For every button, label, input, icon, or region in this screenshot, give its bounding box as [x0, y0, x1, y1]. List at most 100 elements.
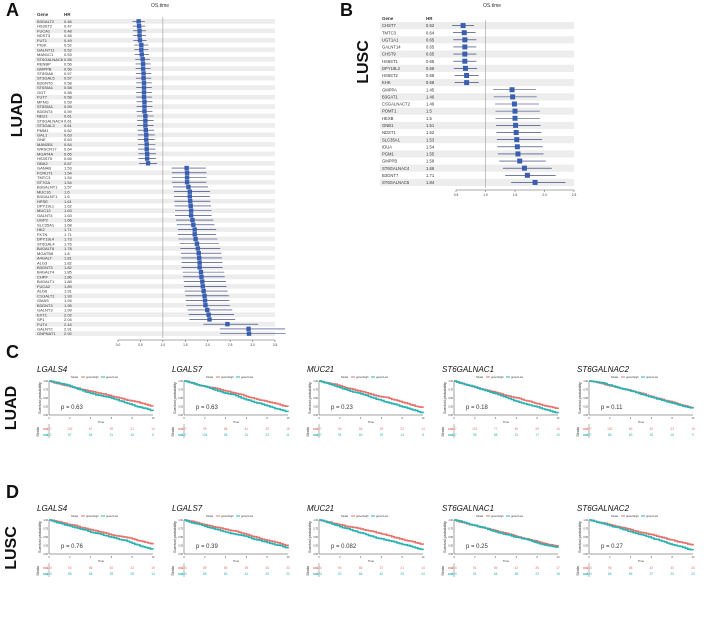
x-tick-label: 6: [246, 417, 248, 420]
hr-value: 1.8: [64, 251, 70, 256]
x-tick-label: 0: [318, 417, 320, 420]
y-tick-label: 0.75: [448, 528, 453, 531]
gene-label: MFNG: [37, 99, 49, 104]
risk-count-low: 39: [110, 572, 114, 576]
hr-point: [184, 180, 190, 185]
p-value: p = 0.76: [61, 544, 84, 550]
hr-point: [192, 232, 197, 237]
y-tick-label: 0.00: [43, 414, 48, 417]
hr-point: [194, 241, 200, 246]
gene-title: LGALS7: [172, 504, 203, 513]
risk-count-low: 22: [265, 433, 269, 437]
cohort-label-d: LUSC: [3, 526, 20, 570]
risk-count-low: 91: [338, 433, 342, 437]
row-band: [35, 104, 275, 109]
gene-label: ST6GAL4: [37, 241, 55, 246]
risk-count-high: 127: [316, 427, 322, 431]
hr-point: [514, 144, 520, 150]
risk-count-low: 20: [670, 572, 674, 576]
y-tick-label: 0.25: [178, 406, 183, 409]
hr-value: 1.6: [64, 189, 70, 194]
risk-count-low: 127: [46, 433, 52, 437]
hr-point: [136, 23, 142, 29]
x-tick-label: 2: [609, 556, 611, 559]
hr-value: 1.54: [426, 144, 435, 149]
hr-value: 0.58: [64, 95, 73, 100]
x-tick-label: 2: [609, 417, 611, 420]
row-band: [35, 208, 275, 213]
y-tick-label: 1.00: [583, 380, 588, 383]
x-axis-label: Time: [638, 420, 645, 424]
risk-count-high: 124: [586, 566, 592, 570]
risk-count-high: 101: [472, 427, 478, 431]
gene-label: CHST7: [382, 23, 396, 28]
km-curve-low: [184, 380, 289, 413]
hr-point: [462, 44, 468, 50]
gene-header: Gene: [37, 12, 49, 17]
gene-label: B3GNT4: [37, 109, 53, 114]
hr-point: [513, 130, 519, 136]
legend-high: gene=High: [356, 375, 369, 379]
x-tick-label: 0: [183, 556, 185, 559]
gene-title: LGALS7: [172, 365, 203, 374]
row-band: [35, 312, 275, 318]
risk-count-low: 31: [245, 433, 249, 437]
hr-value: 1.6: [64, 194, 70, 199]
p-value: p = 0.27: [601, 544, 624, 550]
x-tick-label: 10: [152, 556, 155, 559]
strata-label: Strata: [171, 566, 175, 576]
y-axis-label: Survival probability: [173, 382, 177, 414]
x-tick-label: 8: [402, 556, 404, 559]
risk-count-high: 40: [110, 566, 114, 570]
hr-point: [191, 222, 196, 228]
risk-count-high: 21: [400, 566, 404, 570]
gene-label: B3GNT3: [37, 265, 53, 270]
x-tick-label: 2.0: [542, 193, 547, 197]
legend-low: gene=Low: [106, 514, 118, 518]
km-curve-high: [49, 519, 154, 545]
x-tick-label: 0: [588, 556, 590, 559]
x-tick-label: 8: [672, 417, 674, 420]
km-curve-low: [319, 380, 424, 414]
hr-point: [143, 123, 148, 128]
legend-title: Strata: [476, 375, 483, 379]
y-tick-label: 0.00: [313, 414, 318, 417]
gene-label: B3GALT2: [37, 19, 55, 24]
hr-value: 1.85: [64, 270, 73, 275]
gene-label: GALNT4: [37, 213, 53, 218]
risk-count-high: 16: [556, 427, 560, 431]
hr-value: 1.86: [64, 274, 73, 279]
gene-label: GANAB: [37, 166, 51, 171]
x-tick-label: 10: [422, 556, 425, 559]
hr-point: [188, 198, 193, 204]
hr-value: 0.59: [64, 99, 73, 104]
x-tick-label: 3.5: [273, 343, 278, 347]
y-tick-label: 0.50: [178, 397, 183, 400]
risk-count-high: 39: [110, 427, 114, 431]
hr-value: 1.57: [64, 185, 73, 190]
gene-label: ST8SIA6: [37, 71, 54, 76]
risk-count-high: 99: [203, 427, 207, 431]
hr-value: 1.46: [426, 94, 435, 99]
x-tick-label: 0: [48, 556, 50, 559]
strata-label: Strata: [36, 566, 40, 576]
gene-label: ST6SIA1: [37, 85, 54, 90]
row-band: [35, 47, 275, 53]
hr-value: 0.65: [426, 59, 435, 64]
hr-value: 2.04: [64, 317, 73, 322]
x-axis-label: Time: [368, 420, 375, 424]
risk-count-high: 66: [89, 566, 93, 570]
risk-count-low: 63: [629, 433, 633, 437]
hr-value: 0.59: [64, 104, 73, 109]
risk-count-low: 29: [380, 433, 384, 437]
row-band: [380, 107, 574, 115]
km-curve-high: [319, 519, 424, 546]
km-plot: MUC21 Strata gene=High gene=Low 0.00 0.25 0.50…: [306, 365, 425, 438]
row-band: [35, 189, 275, 195]
hr-point: [512, 115, 518, 121]
x-tick-label: 0: [453, 556, 455, 559]
risk-count-low: 31: [515, 433, 519, 437]
gene-label: FUCA2: [37, 284, 51, 289]
